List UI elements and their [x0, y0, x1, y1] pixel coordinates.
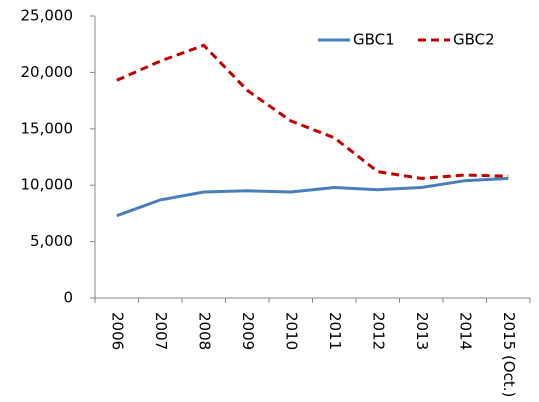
legend-label: GBC2	[453, 31, 495, 49]
x-tick-label: 2010	[282, 312, 300, 350]
x-tick-label: 2009	[239, 312, 257, 350]
x-tick-label: 2011	[326, 312, 344, 350]
y-tick-label: 20,000	[21, 63, 74, 81]
y-tick-label: 15,000	[21, 119, 74, 137]
x-tick-label: 2008	[195, 312, 213, 350]
y-tick-label: 5,000	[30, 232, 73, 250]
series-line	[116, 176, 509, 218]
x-tick-label: 2013	[413, 312, 431, 350]
x-tick-label: 2014	[456, 312, 474, 350]
x-tick-label: 2015 (Oct.)	[500, 312, 518, 397]
y-tick-label: 0	[63, 289, 73, 307]
series-line	[116, 43, 509, 180]
x-tick-label: 2007	[152, 312, 170, 350]
x-tick-label: 2006	[108, 312, 126, 350]
legend-label: GBC1	[353, 31, 395, 49]
y-tick-label: 10,000	[21, 176, 74, 194]
y-tick-label: 25,000	[21, 7, 74, 25]
x-tick-label: 2012	[369, 312, 387, 350]
